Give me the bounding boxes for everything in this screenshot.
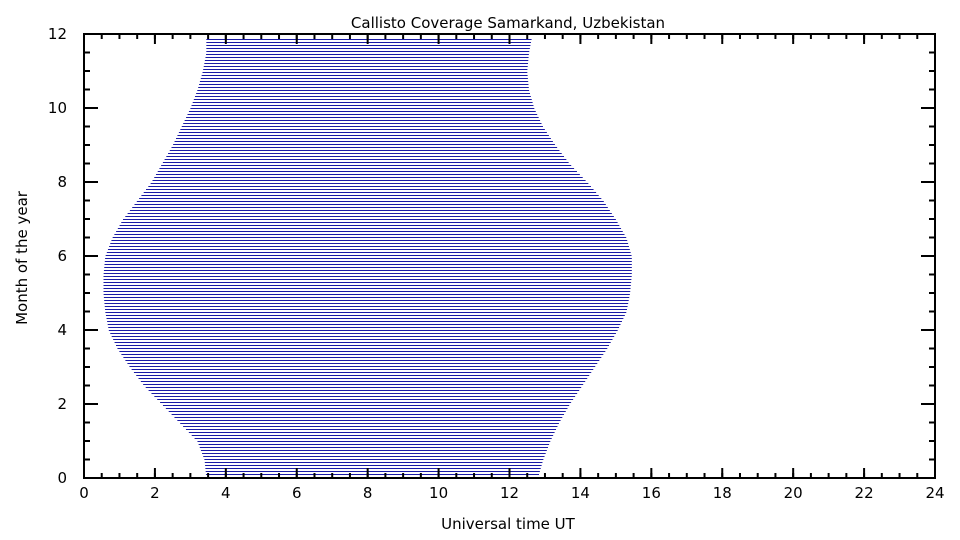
y-tick-label: 10 [48,99,67,117]
coverage-fill [103,39,632,478]
x-tick-label: 6 [292,484,302,502]
y-tick-label: 4 [57,321,67,339]
x-tick-label: 2 [150,484,160,502]
chart-title: Callisto Coverage Samarkand, Uzbekistan [351,14,665,32]
y-axis-label: Month of the year [13,190,31,325]
x-tick-label: 10 [429,484,448,502]
y-tick-label: 6 [57,247,67,265]
y-tick-label: 8 [57,173,67,191]
x-axis-label: Universal time UT [441,515,576,533]
x-tick-label: 16 [642,484,661,502]
y-tick-label: 0 [57,469,67,487]
x-tick-label: 4 [221,484,231,502]
y-tick-label: 2 [57,395,67,413]
y-tick-label: 12 [48,25,67,43]
x-tick-label: 22 [855,484,874,502]
x-tick-label: 24 [925,484,944,502]
x-tick-label: 0 [79,484,89,502]
x-tick-label: 8 [363,484,373,502]
x-tick-label: 18 [713,484,732,502]
x-tick-label: 12 [500,484,519,502]
x-tick-label: 20 [784,484,803,502]
x-tick-label: 14 [571,484,590,502]
